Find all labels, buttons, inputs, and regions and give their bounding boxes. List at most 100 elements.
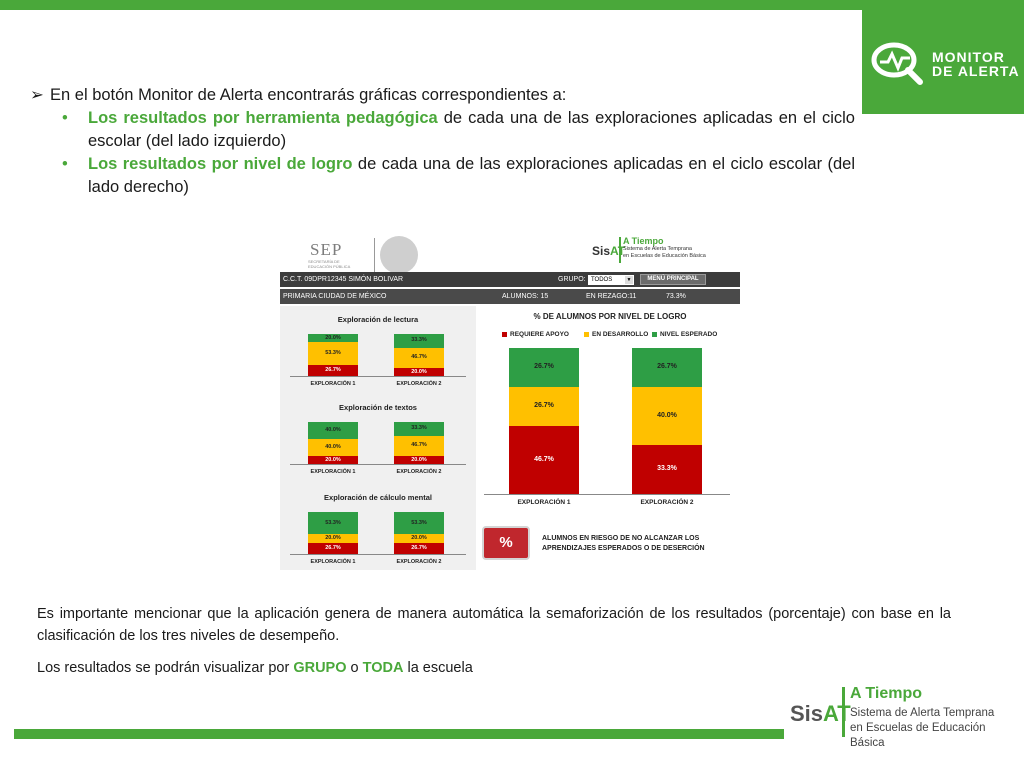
mini-bar-label: EXPLORACIÓN 2 [396,469,442,475]
item2-rest: de cada una de las exploraciones aplicad… [88,155,855,196]
monitor-alerta-badge: MONITOR DE ALERTA [862,10,1024,114]
legend-label: EN DESARROLLO [592,331,649,338]
paragraph-semaforizacion: Es importante mencionar que la aplicació… [37,606,951,644]
sep-sub-2: EDUCACIÓN PÚBLICA [308,264,351,269]
national-seal-icon [380,236,418,274]
sisat-subtitle: Sistema de Alerta Temprana en Escuelas d… [623,246,706,260]
mini-chart-title: Exploración de lectura [337,315,419,324]
big-bar-segment-red: 46.7% [509,425,579,494]
p2-toda: TODA [362,660,404,676]
sisat-name: SisAT [592,244,625,258]
legend-requiere-apoyo: REQUIERE APOYO [502,331,569,338]
sisat-logo-small: SisAT A Tiempo Sistema de Alerta Tempran… [592,234,732,266]
sep-logo-text: SEP [310,240,343,259]
risk-description: ALUMNOS EN RIESGO DE NO ALCANZAR LOS APR… [542,535,705,552]
mini-bar-segment-red: 20.0% [394,367,444,376]
legend-en-desarrollo: EN DESARROLLO [584,331,648,338]
rezago-text: EN REZAGO:11 [586,293,637,300]
sep-logo: SEP SECRETARÍA DE EDUCACIÓN PÚBLICA [286,232,418,274]
big-bar-segment-yellow: 26.7% [509,386,579,426]
sisat-name-b: AT [610,244,626,258]
mini-bar-segment-red: 26.7% [308,364,358,376]
legend-nivel-esperado: NIVEL ESPERADO [652,331,717,338]
item1-bold: Los resultados por herramienta pedagógic… [88,109,438,127]
sisat-divider [619,237,621,263]
mini-chart-axis [290,376,466,377]
dot-bullet-icon: • [62,109,68,127]
footer-name-b: AT [823,701,851,726]
alumnos-text: ALUMNOS: 15 [502,293,549,300]
mini-bar-segment-yellow: 46.7% [394,435,444,456]
footer-sisat-subtitle: Sistema de Alerta Temprana en Escuelas d… [850,706,1016,751]
mini-bar-segment-red: 26.7% [394,542,444,554]
badge-line1: MONITOR [932,49,1005,65]
big-bar-segment-green: 26.7% [632,348,702,387]
sep-sub-1: SECRETARÍA DE [308,259,340,264]
mini-bar-segment-green: 33.3% [394,334,444,348]
mini-bar-segment-yellow: 40.0% [308,438,358,456]
big-chart-title: % DE ALUMNOS POR NIVEL DE LOGRO [533,312,687,321]
mini-bar-segment-green: 53.3% [308,512,358,535]
mini-bar-segment-green: 40.0% [308,422,358,439]
dot-bullet-icon: • [62,155,68,173]
sisat-sub-2: en Escuelas de Educación Básica [623,253,706,259]
item2-bold: Los resultados por nivel de logro [88,155,353,173]
legend-label: REQUIERE APOYO [510,331,569,338]
footer-sub-1: Sistema de Alerta Temprana [850,707,995,719]
mini-bar-segment-green: 33.3% [394,422,444,436]
big-chart-axis [484,494,730,495]
footer-sisat-title: A Tiempo [850,685,923,702]
mini-bar-label: EXPLORACIÓN 1 [310,559,356,565]
mini-bar-label: EXPLORACIÓN 2 [396,381,442,387]
mini-bar-label: EXPLORACIÓN 2 [396,559,442,565]
bullet-intro: ➢ En el botón Monitor de Alerta encontra… [30,84,855,107]
mini-bar-segment-green: 20.0% [308,334,358,343]
sisat-sub-1: Sistema de Alerta Temprana [623,246,692,252]
sisat-title: A Tiempo [623,236,664,246]
dashboard-screenshot: SEP SECRETARÍA DE EDUCACIÓN PÚBLICA SisA… [280,224,740,570]
rezago-pct: 73.3% [666,293,686,300]
big-bar-segment-yellow: 40.0% [632,386,702,446]
legend-label: NIVEL ESPERADO [660,331,718,338]
grupo-label: GRUPO: [558,276,586,283]
big-bar-segment-green: 26.7% [509,347,579,387]
big-bar-segment-red: 33.3% [632,445,702,494]
sisat-name-a: Sis [592,244,611,258]
mini-bar-label: EXPLORACIÓN 1 [310,381,356,387]
grupo-value: TODOS [591,277,613,283]
badge-line2: DE ALERTA [932,63,1020,79]
nivel-text: PRIMARIA CIUDAD DE MÉXICO [283,293,387,300]
school-header: C.C.T. 09DPR12345 SIMÓN BOLIVAR GRUPO: T… [280,272,740,287]
mini-chart-title: Exploración de textos [339,403,417,412]
paragraph-visualizar: Los resultados se podrán visualizar por … [37,657,951,679]
mini-bar-segment-red: 20.0% [394,455,444,464]
mini-bar-segment-red: 20.0% [308,455,358,464]
monitor-search-icon [871,42,923,85]
mini-chart-title: Exploración de cálculo mental [324,493,432,502]
mini-bar-segment-yellow: 53.3% [308,342,358,365]
grupo-select[interactable]: TODOS ▼ [588,275,634,285]
menu-principal-button[interactable]: MENÚ PRINCIPAL [640,274,706,285]
chevron-down-icon: ▼ [625,276,633,284]
mini-bar-label: EXPLORACIÓN 1 [310,469,356,475]
mini-bar-segment-red: 26.7% [308,542,358,554]
percent-risk-button[interactable]: % [482,526,530,560]
mini-bar-segment-yellow: 20.0% [394,534,444,543]
mini-bar-segment-yellow: 46.7% [394,347,444,368]
bullet-item-2: • Los resultados por nivel de logro de c… [30,153,855,199]
item1-rest: de cada una de las exploraciones aplicad… [88,109,855,150]
p2-text-end: la escuela [403,660,473,676]
school-info-bar: PRIMARIA CIUDAD DE MÉXICO ALUMNOS: 15 EN… [280,289,740,304]
p2-grupo: GRUPO [293,660,347,676]
p2-text-o: o [346,660,363,676]
sep-logo-sub: SECRETARÍA DE EDUCACIÓN PÚBLICA [308,259,350,269]
logo-divider [374,238,375,272]
mini-chart-axis [290,464,466,465]
intro-text: En el botón Monitor de Alerta encontrará… [50,86,567,104]
top-accent-bar [0,0,1024,10]
footer-sisat-name: SisAT [790,701,851,727]
footer-sub-2: en Escuelas de Educación Básica [850,722,986,749]
sisat-logo-footer: SisAT A Tiempo Sistema de Alerta Tempran… [786,685,1016,749]
footer-name-a: Sis [790,701,824,726]
mini-bar-segment-green: 53.3% [394,512,444,535]
